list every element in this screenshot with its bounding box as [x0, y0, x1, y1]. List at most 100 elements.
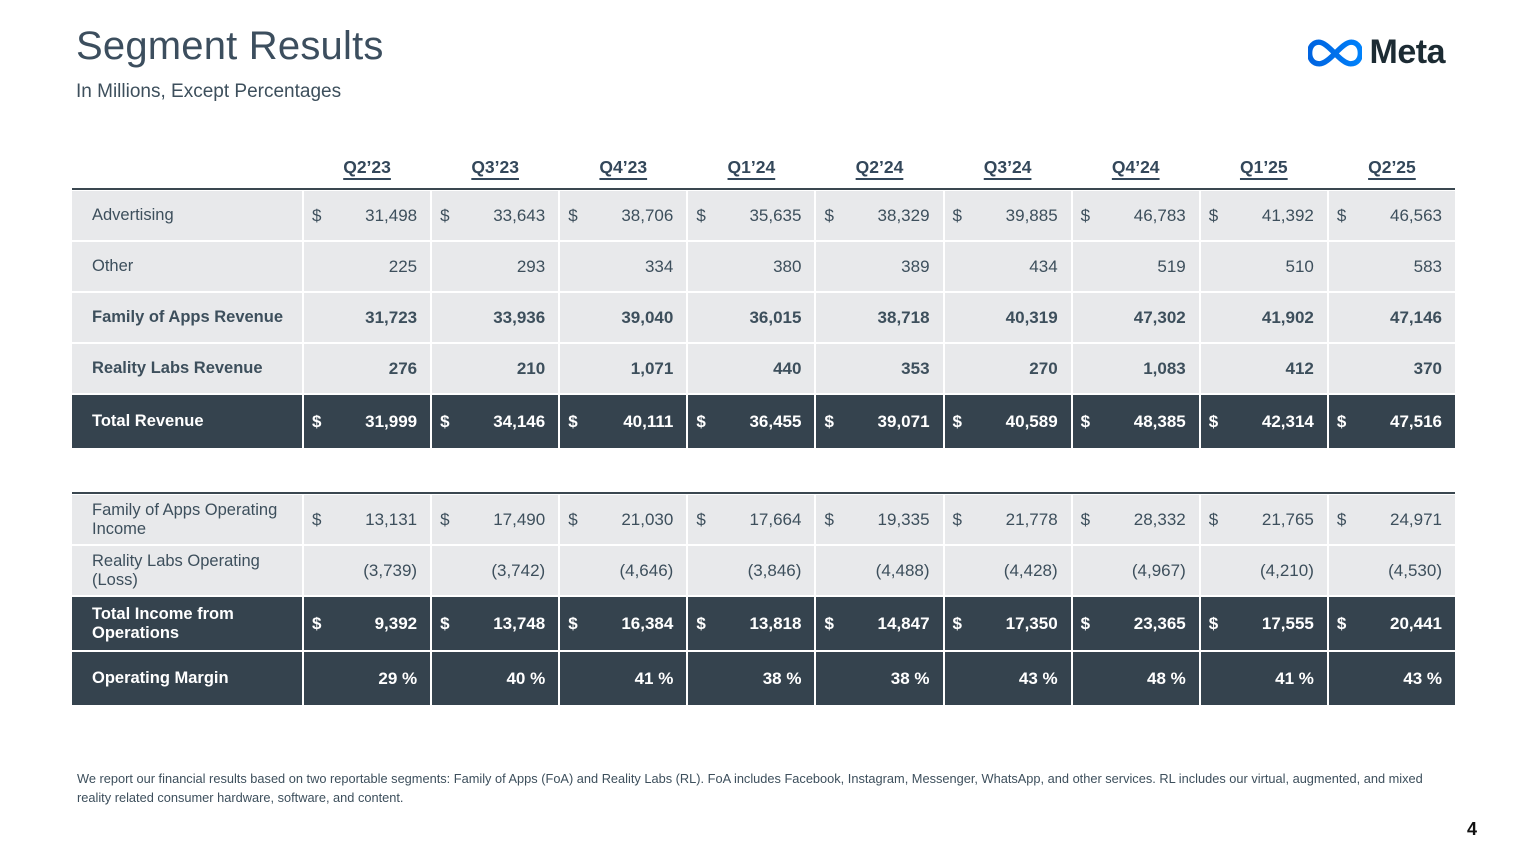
cell-value: 40,319: [1005, 307, 1058, 327]
column-header: Q2’25: [1329, 146, 1455, 180]
meta-logo: Meta: [1307, 33, 1446, 72]
cell-value: 39,885: [1005, 205, 1058, 225]
cell-value: 31,498: [365, 205, 418, 225]
dollar-sign: $: [696, 411, 706, 431]
dollar-sign: $: [312, 205, 322, 225]
dollar-sign: $: [1080, 509, 1091, 529]
cell-value: 38,706: [621, 205, 674, 225]
table-cell: 38 %: [816, 652, 943, 705]
dollar-sign: $: [1208, 613, 1219, 633]
table-cell: $42,314: [1200, 395, 1327, 448]
table-cell: 225: [304, 242, 431, 291]
table-cell: (4,530): [1328, 546, 1455, 595]
footnote: We report our financial results based on…: [77, 771, 1423, 805]
cell-value: 21,030: [621, 509, 674, 529]
table-cell: 36,015: [688, 293, 815, 342]
table-cell: $21,778: [944, 495, 1071, 544]
dollar-sign: $: [440, 509, 450, 529]
table-cell: $28,332: [1072, 495, 1199, 544]
dollar-sign: $: [568, 509, 578, 529]
cell-value: 38 %: [890, 668, 930, 688]
dollar-sign: $: [568, 613, 578, 633]
cell-value: 9,392: [374, 613, 418, 633]
dollar-sign: $: [696, 205, 706, 225]
table-cell: 38,718: [816, 293, 943, 342]
cell-value: 46,563: [1390, 205, 1442, 225]
dollar-sign: $: [312, 509, 322, 529]
page-number: 4: [1466, 819, 1477, 839]
cell-value: 276: [388, 358, 418, 378]
cell-value: 47,146: [1390, 307, 1442, 327]
cell-value: 13,131: [365, 509, 418, 529]
table-cell: $31,498: [304, 191, 431, 240]
row-label: Reality Labs Operating (Loss): [72, 546, 302, 595]
table-cell: $17,664: [688, 495, 815, 544]
column-header: Q3’23: [432, 146, 558, 180]
table-cell: $17,555: [1200, 597, 1327, 650]
table-cell: 380: [688, 242, 815, 291]
dollar-sign: $: [1208, 411, 1219, 431]
cell-value: 40,111: [623, 411, 674, 431]
cell-value: 583: [1413, 256, 1442, 276]
table-cell: $9,392: [304, 597, 431, 650]
column-header-label: Q2’25: [1368, 157, 1416, 177]
cell-value: 48,385: [1133, 411, 1186, 431]
table-cell: 519: [1072, 242, 1199, 291]
column-header-label: Q3’24: [983, 157, 1032, 177]
cell-value: 42,314: [1261, 411, 1314, 431]
table-cell: 293: [432, 242, 559, 291]
cell-value: 17,350: [1005, 613, 1058, 633]
table-cell: $23,365: [1072, 597, 1199, 650]
table-cell: (4,210): [1200, 546, 1327, 595]
table-cell: $36,455: [688, 395, 815, 448]
table-cell: $33,643: [432, 191, 559, 240]
page-title: Segment Results: [76, 24, 384, 68]
column-header-row: Q2’23 Q3’23 Q4’23 Q1’24 Q2’24 Q3’24 Q4’24 Q1’25…: [72, 146, 1455, 180]
cell-value: (4,646): [619, 560, 674, 580]
cell-value: 34,146: [493, 411, 546, 431]
table-cell: $38,706: [560, 191, 687, 240]
cell-value: 39,071: [877, 411, 930, 431]
table-cell: $13,818: [688, 597, 815, 650]
table-cell: 48 %: [1072, 652, 1199, 705]
table-cell: 353: [816, 344, 943, 393]
table-cell: $40,589: [944, 395, 1071, 448]
page-subtitle: In Millions, Except Percentages: [76, 81, 342, 102]
column-header: Q2’23: [304, 146, 430, 180]
table-cell: 41 %: [1200, 652, 1327, 705]
table-operating-income: Family of Apps Operating Income $13,131 $1…: [72, 492, 1455, 705]
table-cell: 334: [560, 242, 687, 291]
dollar-sign: $: [696, 509, 706, 529]
table-row: Total Revenue $31,999 $34,146 $40,111 $36,45…: [72, 395, 1455, 448]
cell-value: 210: [516, 358, 546, 378]
table-revenue: Advertising $31,498 $33,643 $38,706 $35,635 $…: [72, 188, 1455, 448]
table-row: Family of Apps Operating Income $13,131 $1…: [72, 495, 1455, 544]
table-cell: 33,936: [432, 293, 559, 342]
table-cell: (4,428): [944, 546, 1071, 595]
cell-value: 46,783: [1133, 205, 1186, 225]
cell-value: 19,335: [877, 509, 930, 529]
table-row: Reality Labs Operating (Loss) (3,739) (3,7…: [72, 546, 1455, 595]
table-cell: $17,490: [432, 495, 559, 544]
table-cell: $46,783: [1072, 191, 1199, 240]
dollar-sign: $: [1080, 205, 1091, 225]
table-cell: 440: [688, 344, 815, 393]
row-label: Family of Apps Revenue: [72, 293, 302, 342]
cell-value: 440: [773, 358, 802, 378]
dollar-sign: $: [1208, 205, 1219, 225]
table-cell: 41,902: [1200, 293, 1327, 342]
dollar-sign: $: [824, 509, 834, 529]
dollar-sign: $: [568, 411, 578, 431]
dollar-sign: $: [1336, 205, 1347, 225]
cell-value: 20,441: [1390, 613, 1442, 633]
table-cell: $16,384: [560, 597, 687, 650]
column-header-label: Q4’24: [1111, 157, 1160, 177]
cell-value: 225: [388, 256, 418, 276]
cell-value: 353: [901, 358, 930, 378]
cell-value: 17,555: [1261, 613, 1314, 633]
table-cell: $19,335: [816, 495, 943, 544]
table-cell: 370: [1328, 344, 1455, 393]
cell-value: 38,329: [877, 205, 930, 225]
table-cell: $21,765: [1200, 495, 1327, 544]
